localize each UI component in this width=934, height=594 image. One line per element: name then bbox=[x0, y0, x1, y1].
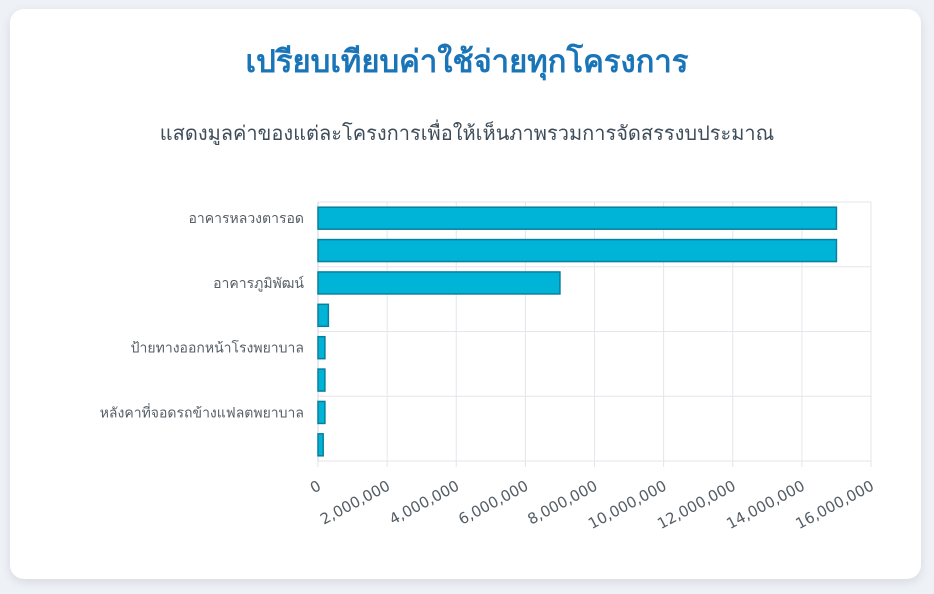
y-tick-label: หลังคาที่จอดรถข้างแฟลตพยาบาล bbox=[100, 403, 304, 421]
y-tick-label: อาคารหลวงตารอด bbox=[189, 211, 305, 227]
x-tick-label: 14,000,000 bbox=[723, 477, 807, 533]
bar[interactable] bbox=[317, 238, 838, 263]
x-axis-labels: 02,000,0004,000,0006,000,0008,000,00010,… bbox=[307, 477, 877, 533]
x-tick-label: 0 bbox=[307, 477, 324, 497]
bar[interactable] bbox=[317, 303, 330, 328]
x-tick-label: 16,000,000 bbox=[793, 477, 877, 533]
bar[interactable] bbox=[317, 433, 324, 457]
page-title: เปรียบเทียบค่าใช้จ่ายทุกโครงการ bbox=[245, 44, 689, 80]
page-subtitle: แสดงมูลค่าของแต่ละโครงการเพื่อให้เห็นภาพ… bbox=[159, 121, 775, 145]
x-tick-label: 4,000,000 bbox=[386, 477, 462, 529]
bar[interactable] bbox=[317, 400, 326, 425]
chart-bars bbox=[317, 206, 838, 457]
bar[interactable] bbox=[317, 206, 838, 230]
y-tick-label: อาคารภูมิพัฒน์ bbox=[213, 275, 304, 292]
y-tick-label: ป้ายทางออกหน้าโรงพยาบาล bbox=[131, 340, 304, 357]
x-tick-label: 2,000,000 bbox=[317, 477, 393, 529]
bar[interactable] bbox=[317, 335, 326, 360]
bar[interactable] bbox=[317, 271, 561, 295]
x-tick-label: 6,000,000 bbox=[455, 477, 531, 529]
y-axis-labels: อาคารหลวงตารอดอาคารภูมิพัฒน์ป้ายทางออกหน… bbox=[100, 211, 305, 421]
bar[interactable] bbox=[317, 368, 326, 392]
x-tick-label: 10,000,000 bbox=[585, 477, 669, 533]
x-tick-label: 12,000,000 bbox=[654, 477, 738, 533]
